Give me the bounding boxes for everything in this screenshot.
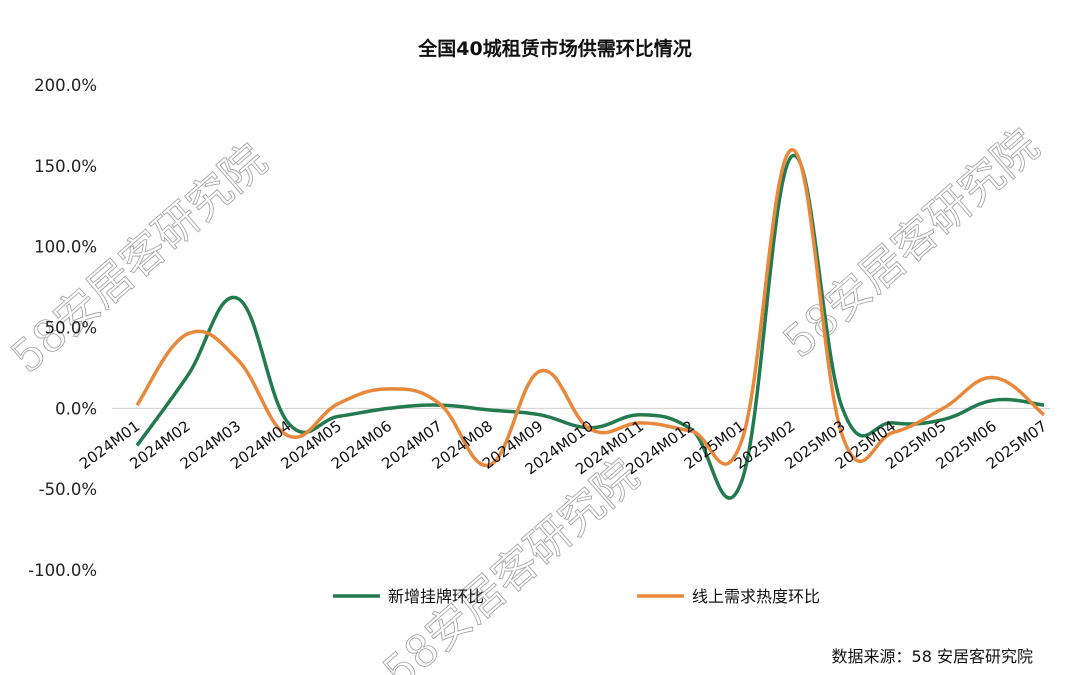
source-note: 数据来源：58 安居客研究院 — [832, 647, 1033, 666]
y-tick-label: -50.0% — [39, 480, 97, 499]
legend-item-demand: 线上需求热度环比 — [637, 587, 820, 606]
y-tick-label: 200.0% — [34, 76, 97, 95]
x-axis: 2024M012024M022024M032024M042024M052024M… — [76, 417, 1050, 478]
y-tick-label: -100.0% — [28, 561, 97, 580]
y-tick-label: 100.0% — [34, 238, 97, 257]
chart-title: 全国40城租赁市场供需环比情况 — [417, 37, 691, 60]
legend-label-listing: 新增挂牌环比 — [388, 587, 484, 606]
legend: 新增挂牌环比 线上需求热度环比 — [333, 587, 820, 606]
series-line-1 — [135, 147, 1046, 468]
y-tick-label: 150.0% — [34, 157, 97, 176]
legend-item-listing: 新增挂牌环比 — [333, 587, 484, 606]
watermark-3: 58安居客研究院 — [374, 450, 649, 675]
series-layer — [135, 147, 1046, 500]
legend-label-demand: 线上需求热度环比 — [692, 587, 820, 606]
series-line-0 — [135, 153, 1045, 500]
y-axis: 200.0% 150.0% 100.0% 50.0% 0.0% -50.0% -100.0% — [28, 76, 97, 580]
y-tick-label: 50.0% — [45, 319, 97, 338]
y-tick-label: 0.0% — [55, 399, 97, 418]
watermark-layer: 58安居客研究院 58安居客研究院 58安居客研究院 — [1, 119, 1049, 675]
